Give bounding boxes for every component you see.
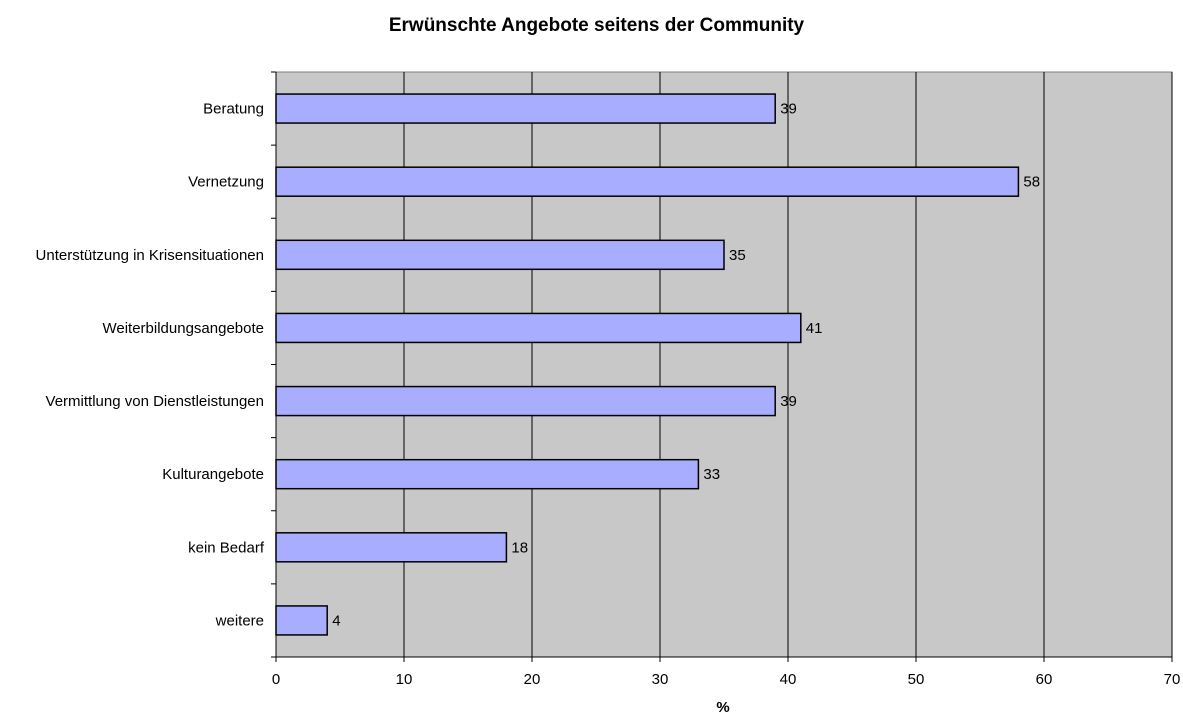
plot-area bbox=[275, 71, 1173, 658]
x-tick-label: 60 bbox=[1036, 671, 1053, 688]
bar bbox=[275, 93, 776, 124]
bar bbox=[275, 239, 725, 271]
x-tick-label: 10 bbox=[396, 671, 413, 688]
data-label: 39 bbox=[780, 393, 797, 410]
category-label: Weiterbildungsangebote bbox=[102, 320, 264, 337]
category-label: Vermittlung von Dienstleistungen bbox=[46, 393, 264, 410]
data-label: 41 bbox=[806, 320, 823, 337]
category-label: Vernetzung bbox=[188, 174, 264, 191]
bar bbox=[275, 385, 776, 417]
category-label: kein Bedarf bbox=[188, 539, 265, 556]
data-label: 33 bbox=[703, 466, 720, 483]
data-label: 35 bbox=[729, 247, 746, 264]
data-label: 39 bbox=[780, 101, 797, 118]
x-tick-label: 40 bbox=[780, 671, 797, 688]
x-tick-label: 70 bbox=[1164, 671, 1181, 688]
chart-title: Erwünschte Angebote seitens der Communit… bbox=[388, 15, 805, 36]
category-label: weitere bbox=[215, 612, 264, 629]
x-tick-label: 20 bbox=[524, 671, 541, 688]
bar bbox=[275, 312, 802, 344]
category-label: Kulturangebote bbox=[162, 466, 264, 483]
bar bbox=[275, 605, 328, 636]
x-tick-label: 0 bbox=[272, 671, 280, 688]
data-label: 18 bbox=[511, 539, 528, 556]
bar bbox=[275, 458, 700, 490]
bar bbox=[275, 532, 508, 563]
bar bbox=[275, 166, 1020, 197]
category-label: Beratung bbox=[203, 101, 264, 118]
x-tick-label: 50 bbox=[908, 671, 925, 688]
x-tick-label: 30 bbox=[652, 671, 669, 688]
data-label: 4 bbox=[332, 612, 340, 629]
x-axis-label: % bbox=[716, 699, 729, 713]
data-label: 58 bbox=[1023, 174, 1040, 191]
category-label: Unterstützung in Krisensituationen bbox=[36, 247, 264, 264]
